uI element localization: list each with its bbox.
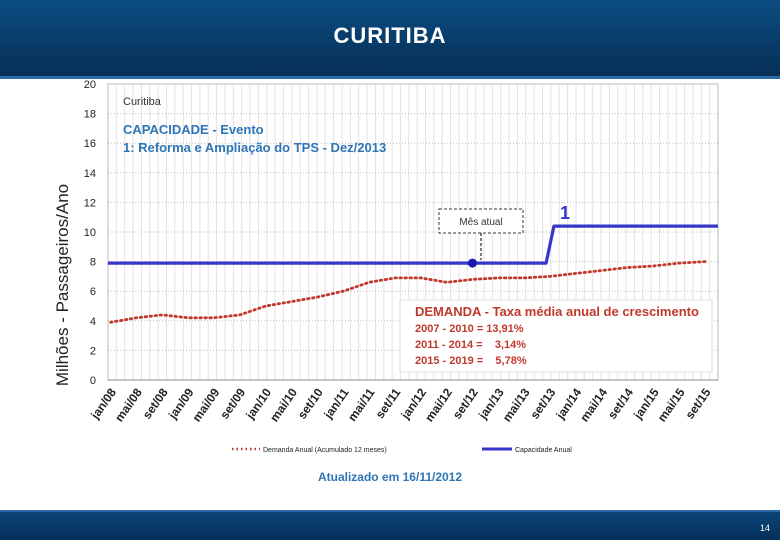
demand-rate-2015-2019: 2015 - 2019 = 5,78% <box>415 355 527 367</box>
y-tick-label: 8 <box>90 257 96 269</box>
x-tick-label: mai/14 <box>577 385 610 424</box>
x-tick-label: set/08 <box>140 385 171 421</box>
x-tick-label: set/10 <box>295 385 326 421</box>
y-tick-label: 14 <box>84 168 96 180</box>
y-tick-label: 6 <box>90 286 96 298</box>
x-tick-label: set/09 <box>217 385 248 421</box>
x-tick-label: mai/12 <box>422 385 455 424</box>
x-tick-label: mai/09 <box>190 385 223 424</box>
y-tick-label: 10 <box>84 227 96 239</box>
x-tick-label: set/13 <box>527 385 558 421</box>
current-month-box <box>438 208 524 234</box>
legend-capacity-label: Capacidade Anual <box>515 447 572 454</box>
y-tick-label: 2 <box>90 345 96 357</box>
slide-header: CURITIBA <box>0 0 780 79</box>
page-number: 14 <box>759 523 770 533</box>
x-tick-label: set/15 <box>683 385 714 421</box>
slide-footer: 14 <box>0 510 780 540</box>
current-month-point <box>467 258 477 268</box>
capacity-series-line <box>108 224 718 265</box>
demand-rate-2011-2014: 2011 - 2014 = 3,14% <box>415 339 526 351</box>
x-tick-label: mai/11 <box>345 385 378 423</box>
x-tick-label: set/12 <box>450 385 481 421</box>
demand-growth-box: DEMANDA - Taxa média anual de cresciment… <box>399 299 713 373</box>
y-tick-label: 0 <box>90 375 96 387</box>
y-tick-label: 18 <box>84 109 96 121</box>
x-tick-label: set/11 <box>373 385 404 421</box>
chart: Milhões - Passageiros/Ano 0 2 4 6 8 10 12 14 16 1… <box>53 79 719 484</box>
x-tick-label: mai/10 <box>267 385 300 424</box>
y-tick-label: 16 <box>84 138 96 150</box>
slide-title: CURITIBA <box>333 23 447 48</box>
x-tick-label: mai/15 <box>655 385 688 424</box>
capacity-title-line1: CAPACIDADE - Evento <box>123 122 264 137</box>
current-month-callout: Mês atual <box>438 208 524 260</box>
y-tick-label: 20 <box>84 79 96 91</box>
y-tick-label: 12 <box>84 197 96 209</box>
capacity-title-line2: 1: Reforma e Ampliação do TPS - Dez/2013 <box>123 140 386 155</box>
inner-chart-title: Curitiba <box>123 96 162 108</box>
x-tick-label: mai/13 <box>500 385 533 424</box>
demand-series-line <box>109 260 707 324</box>
updated-note: Atualizado em 16/11/2012 <box>318 470 462 484</box>
x-tick-label: mai/08 <box>112 385 145 424</box>
event-marker-label: 1 <box>560 203 570 223</box>
legend-demand-label: Demanda Anual (Acumulado 12 meses) <box>263 447 387 454</box>
y-tick-label: 4 <box>90 316 96 328</box>
x-tick-label: set/14 <box>605 385 636 421</box>
current-month-label: Mês atual <box>459 217 502 228</box>
y-axis-label: Milhões - Passageiros/Ano <box>53 184 72 386</box>
demand-box-title: DEMANDA - Taxa média anual de cresciment… <box>415 304 699 319</box>
legend: Demanda Anual (Acumulado 12 meses) Capac… <box>232 447 572 454</box>
demand-rate-2007-2010: 2007 - 2010 = 13,91% <box>415 323 524 335</box>
